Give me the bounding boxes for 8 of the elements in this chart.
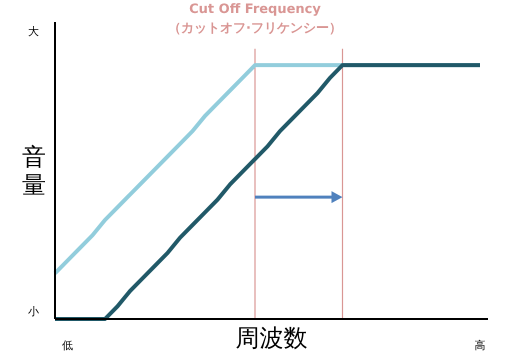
x-axis-title: 周波数 <box>236 324 308 352</box>
text: 大 <box>28 24 39 39</box>
chart-title: Cut Off Frequency <box>188 2 322 17</box>
y-axis-title: 音量 <box>21 142 47 198</box>
x-tick-label: 低 <box>62 338 73 352</box>
text: 小 <box>28 304 39 319</box>
chart-subtitle: （カットオフ·フリケンシー） <box>168 21 342 36</box>
x-tick-label: 高 <box>474 338 486 352</box>
